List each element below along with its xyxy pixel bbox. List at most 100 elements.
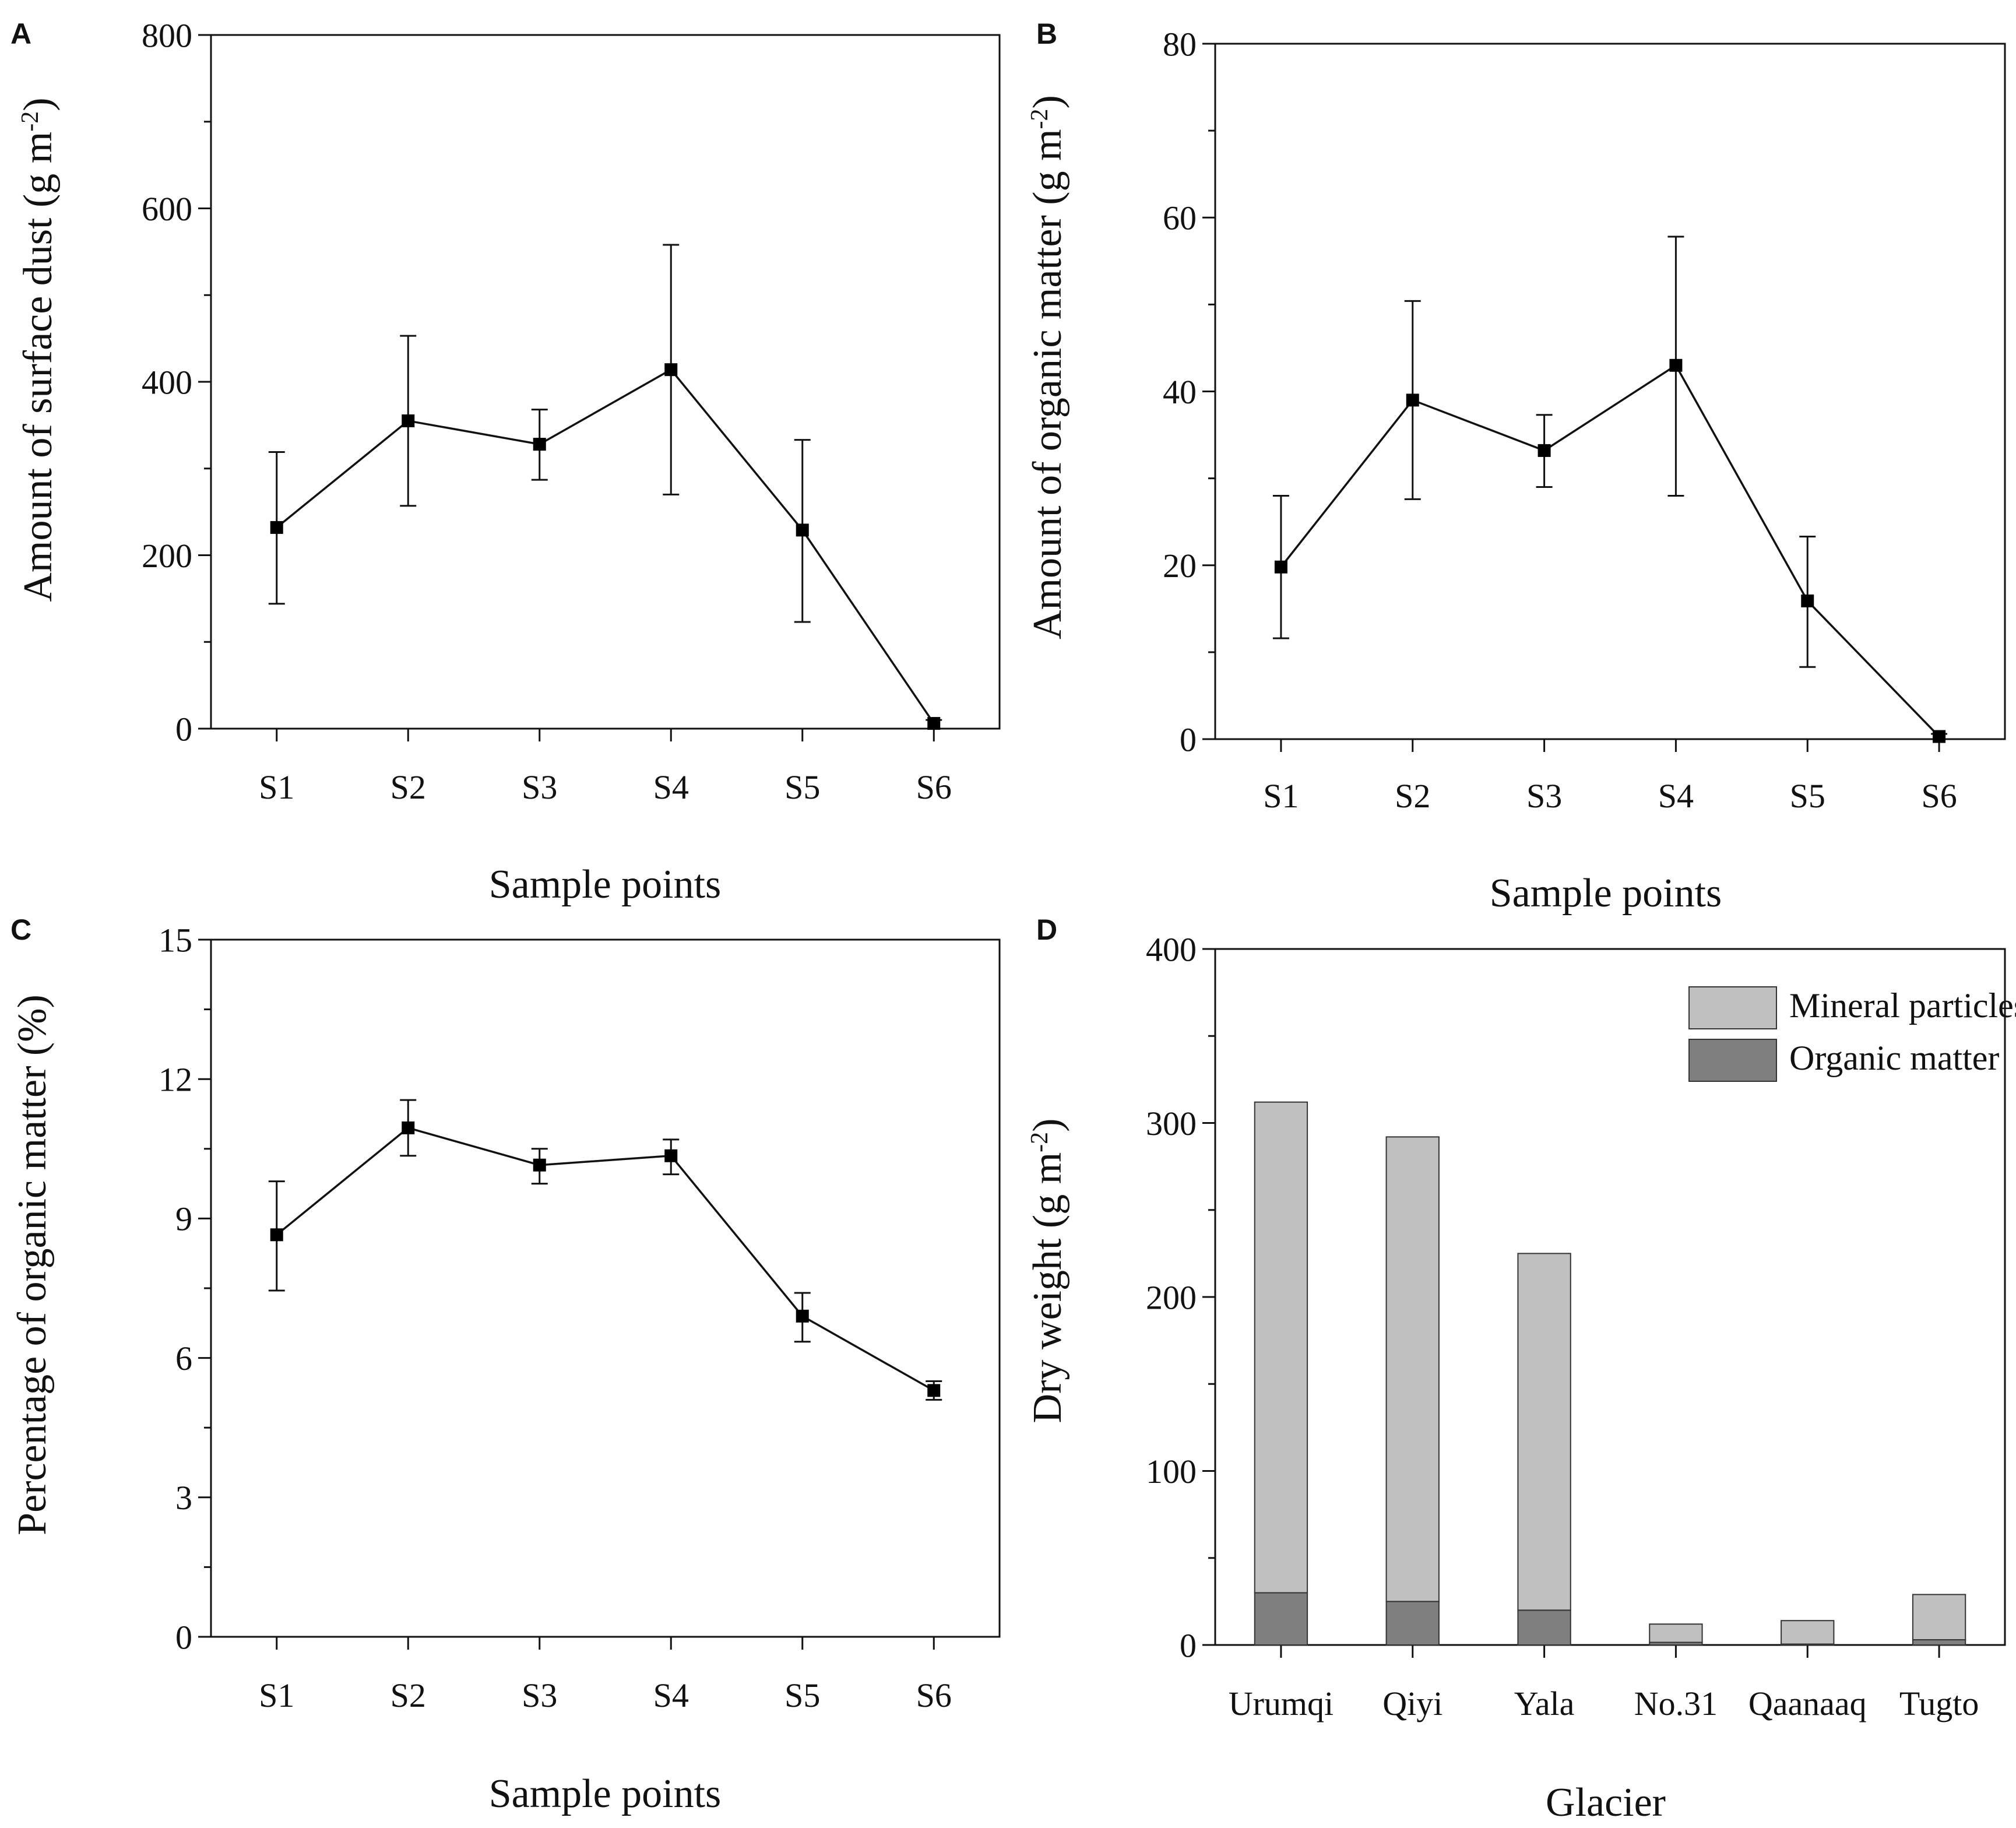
y-tick-label: 12 (159, 1061, 192, 1099)
y-tick-label: 100 (1146, 1453, 1197, 1490)
y-tick-label: 6 (175, 1340, 192, 1377)
y-axis-title: Amount of organic matter (g m-2) (1025, 95, 1070, 639)
panel-letter-b: B (1036, 17, 1057, 50)
data-point-s6 (1933, 730, 1946, 743)
data-point-s5 (1801, 594, 1814, 607)
x-tick-label: S4 (653, 1676, 689, 1714)
y-tick-label: 3 (175, 1479, 192, 1517)
y-tick-label: 20 (1163, 547, 1197, 585)
x-tick-label: S1 (1263, 777, 1299, 815)
x-tick-label: S4 (1658, 777, 1694, 815)
y-tick-label: 0 (1180, 1626, 1197, 1664)
data-point-s2 (402, 414, 415, 427)
x-tick-label: S5 (784, 768, 820, 806)
bar-mineral-particles-no31 (1649, 1623, 1703, 1643)
plot-frame (210, 938, 1001, 1638)
panel-a: A 0 200 400 600 800 S1 S2 S3 S4 S5 S6 Sample points A… (10, 16, 1001, 907)
y-axis-title: Dry weight (g m-2) (1025, 1119, 1070, 1423)
x-tick-label: S2 (1395, 777, 1430, 815)
panel-c: C 0 3 6 9 12 15 S1 S2 S3 S4 S5 S6 Sample points Percen… (10, 913, 1001, 1816)
y-tick-label: 40 (1163, 373, 1197, 411)
series-line (276, 1126, 935, 1391)
bar-mineral-particles-urumqi (1254, 1101, 1308, 1594)
y-tick-label: 200 (1146, 1278, 1197, 1316)
bar-mineral-particles-qaanaaq (1781, 1620, 1835, 1645)
y-tick-label: 0 (175, 1618, 192, 1656)
data-point-s1 (270, 521, 283, 534)
bar-mineral-particles-tugto (1912, 1594, 1966, 1641)
y-tick-label: 9 (175, 1200, 192, 1238)
y-axis-title: Amount of surface dust (g m-2) (16, 97, 61, 602)
panel-b: B 0 20 40 60 80 S1 S2 S3 S4 S5 S6 Sample points Amoun… (1025, 17, 2006, 916)
data-point-s6 (927, 717, 941, 730)
x-tick-label: Tugto (1899, 1685, 1979, 1722)
y-tick-label: 400 (1146, 930, 1197, 968)
x-axis-title: Sample points (489, 862, 722, 907)
x-tick-label: S6 (1921, 777, 1957, 815)
data-point-s5 (796, 1309, 809, 1323)
x-tick-label: S5 (784, 1676, 820, 1714)
legend: Mineral particles Organic matter (1688, 986, 2016, 1082)
x-tick-label: Urumqi (1229, 1685, 1334, 1722)
panel-letter-a: A (10, 17, 31, 50)
plot-frame (210, 34, 1001, 730)
x-axis-title: Sample points (489, 1771, 722, 1816)
bar-organic-matter-urumqi (1254, 1592, 1308, 1646)
bar-organic-matter-yala (1517, 1609, 1571, 1646)
data-point-s3 (1537, 444, 1551, 457)
x-tick-label: S1 (259, 1676, 294, 1714)
x-tick-label: S2 (390, 1676, 426, 1714)
y-tick-label: 15 (159, 921, 192, 959)
y-axis-title: Percentage of organic matter (%) (10, 994, 55, 1535)
data-point-s2 (1406, 393, 1419, 407)
bar-organic-matter-tugto (1912, 1639, 1966, 1646)
data-point-s6 (927, 1384, 941, 1397)
x-axis-title: Sample points (1490, 871, 1722, 916)
legend-swatch (1688, 1039, 1777, 1082)
x-tick-label: Qiyi (1382, 1685, 1442, 1722)
bar-organic-matter-qiyi (1385, 1601, 1440, 1646)
legend-label: Organic matter (1789, 1039, 1999, 1077)
y-tick-label: 0 (175, 710, 192, 748)
x-tick-label: S6 (916, 768, 952, 806)
x-axis-title: Glacier (1546, 1780, 1666, 1825)
y-tick-label: 800 (142, 16, 192, 54)
x-tick-label: S5 (1790, 777, 1825, 815)
data-point-s5 (796, 523, 809, 537)
y-tick-label: 60 (1163, 199, 1197, 237)
x-tick-label: Qaanaaq (1748, 1685, 1867, 1722)
data-point-s4 (664, 1149, 678, 1162)
panel-letter-c: C (10, 913, 31, 946)
bar-mineral-particles-yala (1517, 1253, 1571, 1611)
data-point-s3 (533, 1158, 546, 1172)
x-tick-label: No.31 (1634, 1685, 1718, 1722)
plot-frame (1214, 43, 2006, 740)
panel-d: D 0 100 200 300 400 Urumqi Qiyi Yala No.31 Qaanaaq… (1025, 913, 2016, 1825)
x-tick-label: Yala (1514, 1685, 1575, 1722)
x-tick-label: S3 (522, 1676, 557, 1714)
legend-label: Mineral particles (1789, 986, 2016, 1025)
panel-letter-d: D (1036, 913, 1057, 946)
y-tick-label: 400 (142, 363, 192, 401)
legend-swatch (1688, 986, 1777, 1029)
x-tick-label: S3 (1526, 777, 1562, 815)
x-tick-label: S6 (916, 1676, 952, 1714)
data-point-s1 (270, 1228, 283, 1242)
series-line (276, 368, 935, 725)
x-tick-label: S3 (522, 768, 557, 806)
data-point-s3 (533, 438, 546, 451)
data-point-s1 (1274, 560, 1287, 574)
y-tick-label: 600 (142, 190, 192, 228)
data-point-s4 (1669, 358, 1683, 372)
x-tick-label: S4 (653, 768, 689, 806)
data-point-s2 (402, 1121, 415, 1134)
series-line (1280, 364, 1940, 737)
x-tick-label: S1 (259, 768, 294, 806)
y-tick-label: 80 (1163, 25, 1197, 63)
y-tick-label: 300 (1146, 1105, 1197, 1142)
data-point-s4 (664, 363, 678, 377)
bar-mineral-particles-qiyi (1385, 1136, 1440, 1602)
x-tick-label: S2 (390, 768, 426, 806)
y-tick-label: 0 (1180, 720, 1197, 758)
